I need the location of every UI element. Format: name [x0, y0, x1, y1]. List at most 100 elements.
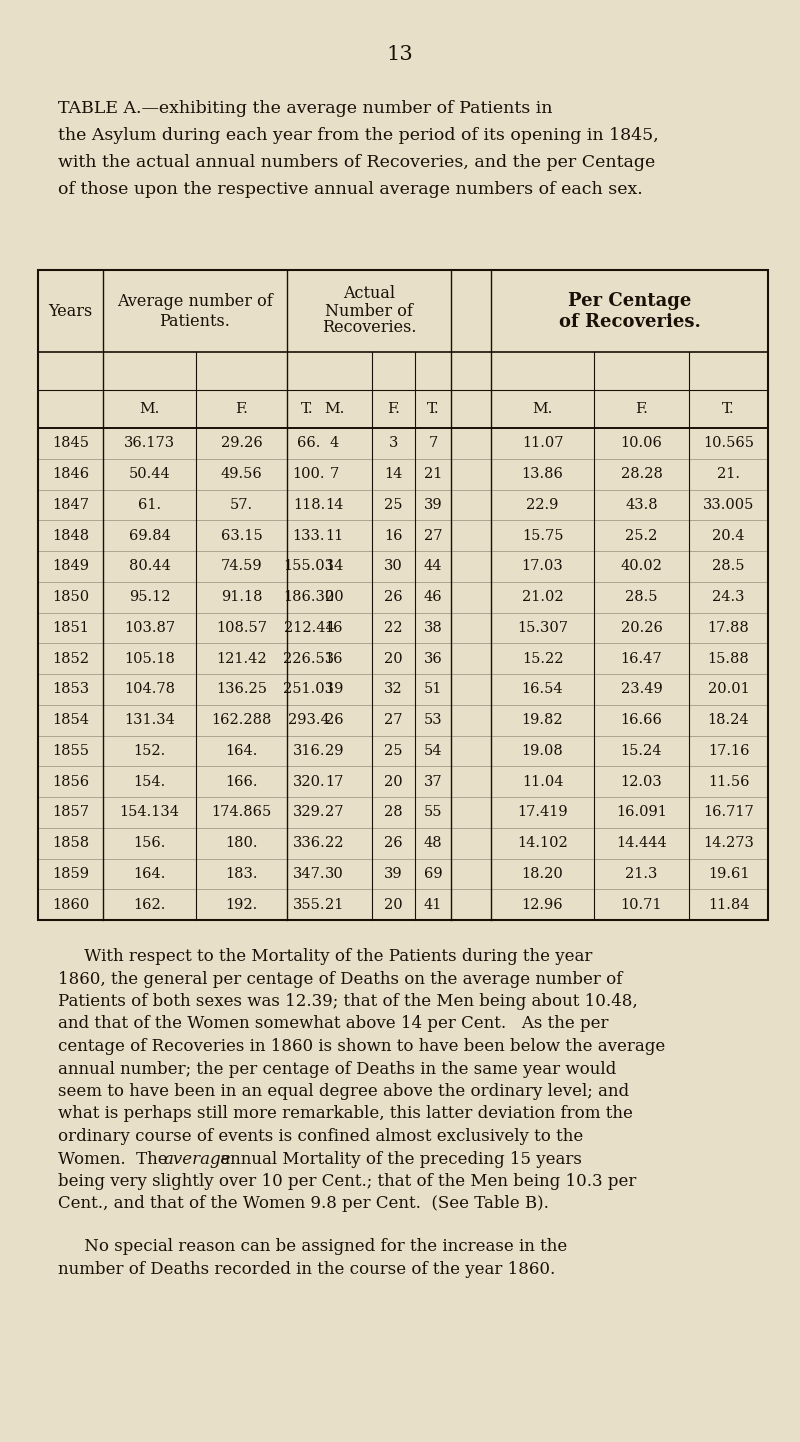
Text: Women.  The: Women. The [58, 1151, 173, 1168]
Text: being very slightly over 10 per Cent.; that of the Men being 10.3 per: being very slightly over 10 per Cent.; t… [58, 1172, 636, 1190]
Text: 154.: 154. [134, 774, 166, 789]
Text: 25.2: 25.2 [626, 529, 658, 542]
Text: 15.24: 15.24 [621, 744, 662, 758]
Text: 1847: 1847 [52, 497, 89, 512]
Text: 15.307: 15.307 [517, 622, 568, 634]
Text: 320.: 320. [293, 774, 326, 789]
Text: 103.87: 103.87 [124, 622, 175, 634]
Text: T.: T. [426, 402, 439, 415]
Text: 100.: 100. [293, 467, 326, 482]
Text: 155.03: 155.03 [283, 559, 334, 574]
Text: 13.86: 13.86 [522, 467, 563, 482]
Text: 26: 26 [325, 714, 343, 727]
Text: 28.28: 28.28 [621, 467, 662, 482]
Text: 166.: 166. [226, 774, 258, 789]
Text: Recoveries.: Recoveries. [322, 320, 416, 336]
Text: 51: 51 [424, 682, 442, 696]
Text: 41: 41 [424, 897, 442, 911]
Text: Patients of both sexes was 12.39; that of the Men being about 10.48,: Patients of both sexes was 12.39; that o… [58, 994, 638, 1009]
Text: 293.4: 293.4 [288, 714, 330, 727]
Text: the Asylum during each year from the period of its opening in 1845,: the Asylum during each year from the per… [58, 127, 658, 144]
Text: 53: 53 [424, 714, 442, 727]
Text: 20.26: 20.26 [621, 622, 662, 634]
Text: 186.30: 186.30 [283, 590, 334, 604]
Text: seem to have been in an equal degree above the ordinary level; and: seem to have been in an equal degree abo… [58, 1083, 629, 1100]
Text: centage of Recoveries in 1860 is shown to have been below the average: centage of Recoveries in 1860 is shown t… [58, 1038, 666, 1056]
Text: 54: 54 [424, 744, 442, 758]
Text: 18.20: 18.20 [522, 867, 563, 881]
Text: 44: 44 [424, 559, 442, 574]
Text: 63.15: 63.15 [221, 529, 262, 542]
Text: 11.84: 11.84 [708, 897, 750, 911]
Text: 29.26: 29.26 [221, 437, 262, 450]
Text: 183.: 183. [226, 867, 258, 881]
Text: 16: 16 [325, 652, 343, 666]
Text: 15.22: 15.22 [522, 652, 563, 666]
Text: 19.82: 19.82 [522, 714, 563, 727]
Text: 14: 14 [325, 559, 343, 574]
Text: Patients.: Patients. [159, 313, 230, 330]
Text: 19.61: 19.61 [708, 867, 750, 881]
Text: 17.03: 17.03 [522, 559, 563, 574]
Text: 95.12: 95.12 [129, 590, 170, 604]
Text: 21: 21 [325, 897, 343, 911]
Text: 28: 28 [384, 806, 403, 819]
Text: 16.47: 16.47 [621, 652, 662, 666]
Text: 1853: 1853 [52, 682, 89, 696]
Text: 4: 4 [330, 437, 338, 450]
Text: 7: 7 [330, 467, 338, 482]
Text: 3: 3 [389, 437, 398, 450]
Text: 30: 30 [384, 559, 403, 574]
Text: 133.: 133. [293, 529, 326, 542]
Text: 13: 13 [386, 45, 414, 63]
Text: 162.: 162. [134, 897, 166, 911]
Text: 15.75: 15.75 [522, 529, 563, 542]
Text: 1859: 1859 [52, 867, 89, 881]
Text: 16: 16 [325, 622, 343, 634]
Text: 11: 11 [325, 529, 343, 542]
Text: 80.44: 80.44 [129, 559, 170, 574]
Text: 27: 27 [424, 529, 442, 542]
Text: 17.16: 17.16 [708, 744, 750, 758]
Text: 33.005: 33.005 [703, 497, 754, 512]
Text: 20: 20 [384, 652, 403, 666]
Text: 27: 27 [325, 806, 343, 819]
Text: 15.88: 15.88 [708, 652, 750, 666]
Text: 1848: 1848 [52, 529, 89, 542]
Text: 36.173: 36.173 [124, 437, 175, 450]
Text: 32: 32 [384, 682, 403, 696]
Text: 69.84: 69.84 [129, 529, 170, 542]
Text: 48: 48 [424, 836, 442, 851]
Text: 1851: 1851 [52, 622, 89, 634]
Text: 39: 39 [424, 497, 442, 512]
Text: 17: 17 [325, 774, 343, 789]
Text: 1858: 1858 [52, 836, 89, 851]
Text: 27: 27 [384, 714, 402, 727]
Text: 174.865: 174.865 [211, 806, 272, 819]
Text: 164.: 164. [226, 744, 258, 758]
Text: 136.25: 136.25 [216, 682, 267, 696]
Text: 16.54: 16.54 [522, 682, 563, 696]
Text: 21.3: 21.3 [626, 867, 658, 881]
Text: 329.: 329. [293, 806, 326, 819]
Text: F.: F. [387, 402, 400, 415]
Text: 10.71: 10.71 [621, 897, 662, 911]
Text: 28.5: 28.5 [626, 590, 658, 604]
Text: 121.42: 121.42 [216, 652, 267, 666]
Text: 10.06: 10.06 [621, 437, 662, 450]
Text: 156.: 156. [134, 836, 166, 851]
Text: 22: 22 [384, 622, 402, 634]
Text: 12.03: 12.03 [621, 774, 662, 789]
Text: 14.273: 14.273 [703, 836, 754, 851]
Text: 20: 20 [384, 897, 403, 911]
Text: 1852: 1852 [52, 652, 89, 666]
Text: 7: 7 [428, 437, 438, 450]
Text: 55: 55 [424, 806, 442, 819]
Text: 40.02: 40.02 [621, 559, 662, 574]
Text: 16.717: 16.717 [703, 806, 754, 819]
Text: F.: F. [235, 402, 248, 415]
Text: 38: 38 [424, 622, 442, 634]
Text: 104.78: 104.78 [124, 682, 175, 696]
Text: of those upon the respective annual average numbers of each sex.: of those upon the respective annual aver… [58, 182, 642, 198]
Text: 212.44: 212.44 [284, 622, 334, 634]
